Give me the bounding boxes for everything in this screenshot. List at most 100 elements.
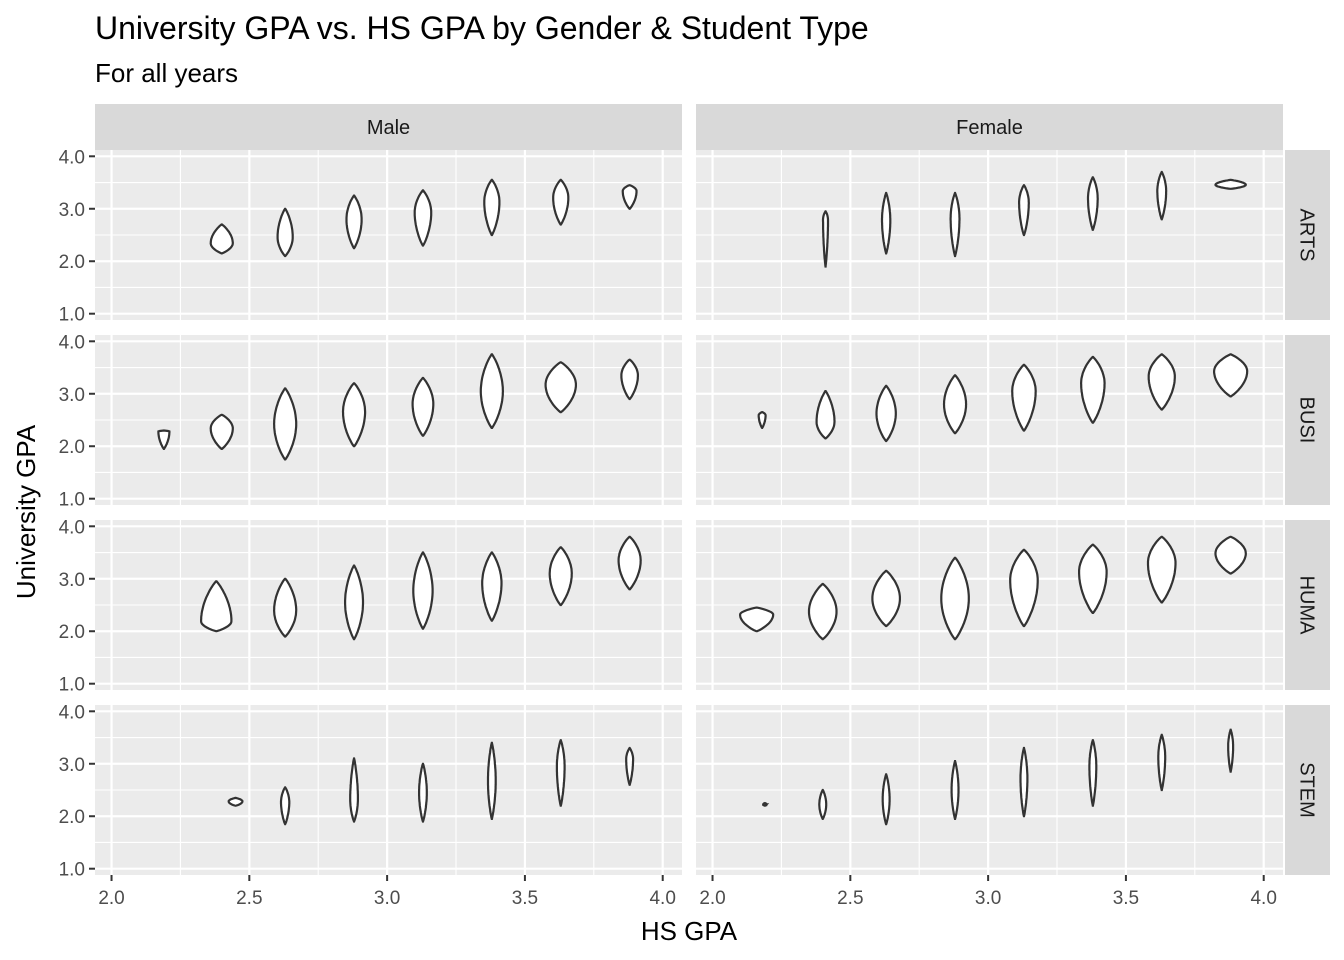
violin-mark [821,210,830,268]
violin-mark [1147,353,1176,411]
violin-mark [418,762,428,823]
row-strip-label: HUMA [1296,576,1318,636]
x-tick-label: 2.5 [236,888,262,909]
row-strip [1285,335,1330,505]
violin-mark [625,746,635,786]
column-strip [696,104,1283,150]
violin-mark [1079,355,1106,424]
violin-mark [1009,548,1039,628]
violin-mark [349,757,359,823]
x-tick-label: 4.0 [1250,888,1276,909]
violin-mark [1214,178,1247,190]
violin-mark [757,411,767,429]
x-axis-title: HS GPA [641,916,738,946]
facet-panels: Male Female ARTS BUSI HUMA STEM 1.0 2.0 3.0 4.0 1.… [59,104,1330,909]
y-tick-label: 2.0 [59,622,85,643]
y-tick-label: 4.0 [59,517,85,538]
violin-mark [1227,728,1235,773]
violin-mark [548,546,573,607]
facet-panel [95,335,682,505]
violin-mark [815,390,836,440]
facet-panel [95,705,682,875]
violin-mark [1018,184,1030,237]
x-tick-label: 3.5 [512,888,538,909]
violin-mark [950,760,960,820]
row-strip-label: STEM [1296,762,1318,818]
y-axis-title: University GPA [11,424,41,599]
violin-mark [555,739,566,807]
violin-mark [276,207,294,258]
y-tick-label: 4.0 [59,147,85,168]
violin-mark [209,223,234,255]
row-strip [1285,150,1330,320]
violin-mark [881,773,891,826]
violin-mark [1157,733,1167,792]
y-tick-label: 3.0 [59,385,85,406]
violin-mark [621,184,638,210]
violin-mark [1156,170,1168,221]
violin-mark [871,569,901,628]
row-strip-label: BUSI [1296,397,1318,444]
y-tick-label: 1.0 [59,305,85,326]
x-tick-label: 3.0 [374,888,400,909]
violin-mark [479,353,505,429]
chart-title: University GPA vs. HS GPA by Gender & St… [95,10,869,46]
x-tick-label: 4.0 [649,888,675,909]
x-tick-label: 3.5 [1113,888,1139,909]
chart-subtitle: For all years [95,58,238,88]
y-tick-label: 2.0 [59,437,85,458]
x-tick-label: 2.0 [98,888,124,909]
violin-mark [1146,535,1177,604]
violin-mark [157,429,171,450]
violin-mark [411,376,435,437]
violin-mark [942,374,968,435]
violin-mark [200,580,233,633]
facet-panel [95,150,682,320]
violin-mark [940,556,970,641]
violin-mark [272,577,298,638]
violin-mark [807,582,838,641]
violin-mark [209,413,234,450]
violin-mark [1019,746,1029,818]
violin-mark [279,786,291,826]
violin-mark [818,788,828,820]
facet-panel [95,520,682,690]
y-tick-label: 1.0 [59,490,85,511]
violin-mark [875,384,897,443]
y-tick-label: 3.0 [59,755,85,776]
violin-mark [762,801,770,807]
violin-mark [341,382,367,448]
violin-mark [412,551,434,630]
y-tick-label: 3.0 [59,200,85,221]
y-tick-label: 4.0 [59,332,85,353]
violin-mark [1213,353,1249,398]
column-strip-label: Female [956,117,1023,139]
violin-mark [1011,363,1037,432]
violin-mark [413,189,433,247]
y-tick-label: 1.0 [59,675,85,696]
violin-mark [739,606,775,633]
row-strip [1285,520,1330,690]
violin-mark [1078,543,1108,614]
column-strip [95,104,682,150]
facet-panel [696,520,1283,690]
x-tick-label: 2.0 [699,888,725,909]
column-strip-label: Male [367,117,410,139]
facet-panel [696,150,1283,320]
violin-mark [617,535,642,591]
x-tick-label: 2.5 [837,888,863,909]
violin-mark [227,796,244,807]
violin-mark [344,564,365,641]
violin-mark [949,191,961,258]
y-tick-label: 3.0 [59,570,85,591]
row-strip-label: ARTS [1296,209,1318,262]
row-strip [1285,705,1330,875]
violin-mark [880,191,892,255]
violin-mark [552,178,570,226]
violin-mark [272,387,298,461]
x-tick-label: 3.0 [975,888,1001,909]
violin-mark [1086,176,1099,231]
violin-mark [620,358,639,401]
violin-mark [483,178,501,237]
